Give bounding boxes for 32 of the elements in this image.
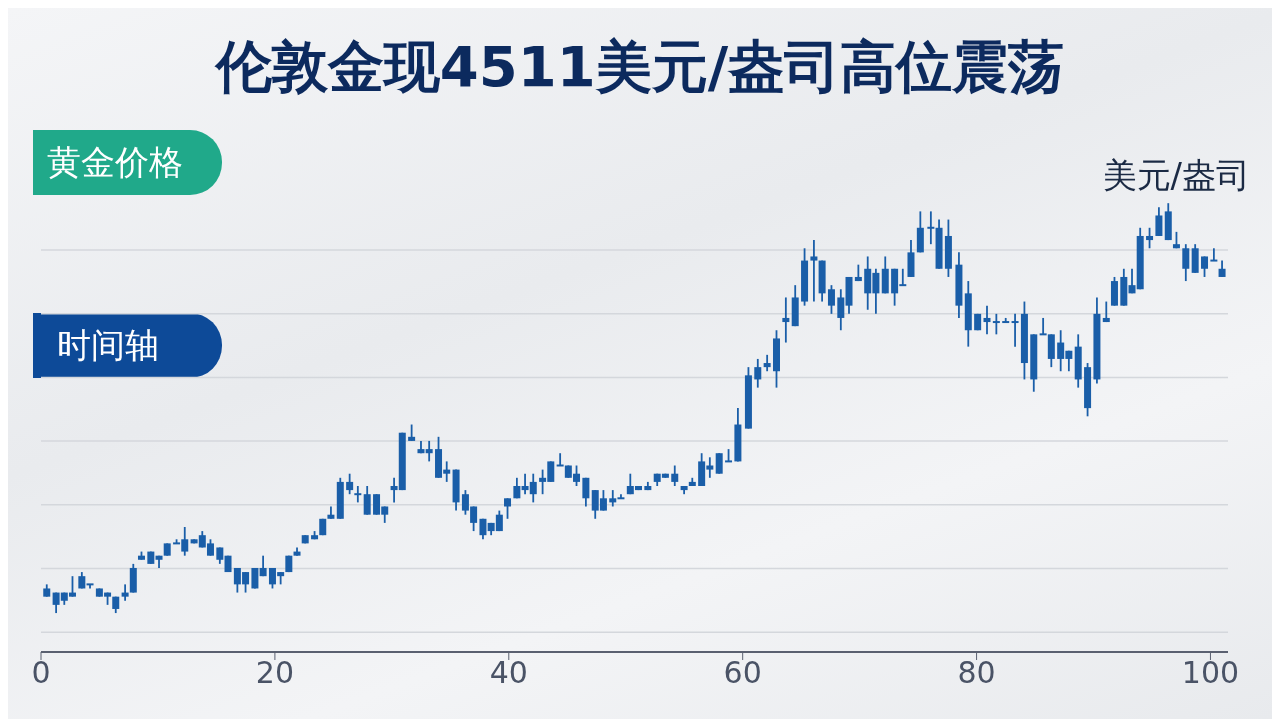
candlestick xyxy=(353,485,363,504)
x-tick-label: 0 xyxy=(31,655,51,691)
x-tick-label: 80 xyxy=(957,655,996,691)
candlestick xyxy=(983,304,991,336)
candlestick xyxy=(837,288,845,332)
candlestick xyxy=(1010,312,1020,348)
candlestick xyxy=(346,472,354,496)
candlestick xyxy=(991,312,1001,336)
candlestick xyxy=(754,358,762,389)
candlestick xyxy=(1182,243,1190,282)
candlestick xyxy=(1146,226,1154,250)
candlestick xyxy=(715,452,723,475)
candlestick xyxy=(827,284,835,315)
y-axis-title: 黄金价格 xyxy=(33,130,222,195)
x-tick-label: 40 xyxy=(489,655,528,691)
candlestick xyxy=(1201,255,1209,278)
candlestick xyxy=(782,296,790,344)
candlestick xyxy=(1155,206,1163,237)
candlestick xyxy=(926,210,936,246)
candlestick xyxy=(671,464,679,487)
candlestick xyxy=(582,476,590,508)
candlestick xyxy=(1209,247,1219,262)
candlestick xyxy=(363,485,371,516)
x-axis-title: 时间轴 xyxy=(33,313,222,378)
candlestick xyxy=(425,440,433,463)
candlestick xyxy=(810,239,818,303)
x-tick-label: 20 xyxy=(255,655,294,691)
text: 美元/盎司 xyxy=(1102,154,1250,197)
x-tick-label: 100 xyxy=(1181,655,1240,691)
candlestick xyxy=(504,497,512,520)
x-tick-label: 60 xyxy=(723,655,762,691)
chart-title: 伦敦金现4511美元/盎司高位震荡 xyxy=(213,33,1066,101)
